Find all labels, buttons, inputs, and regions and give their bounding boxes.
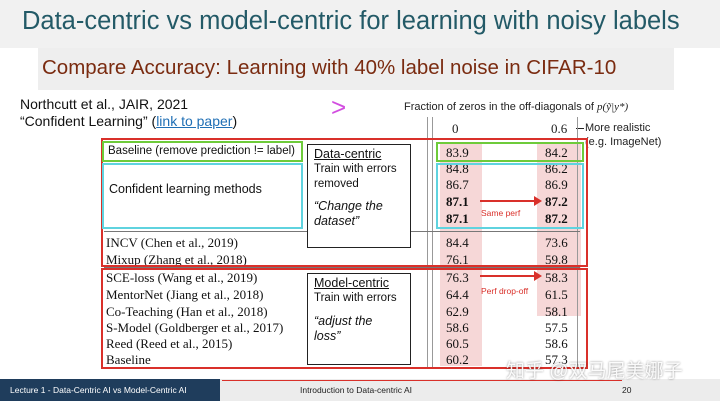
cell-r8-c1: 61.5 (545, 287, 568, 302)
citation-suffix: ) (232, 113, 238, 129)
row-label-sce: SCE-loss (Wang et al., 2019) (106, 270, 258, 285)
cell-r7-c0: 76.3 (446, 270, 469, 285)
row-label-baseline: Baseline (106, 352, 151, 367)
cell-r10-c1: 57.5 (545, 320, 568, 335)
model-centric-title: Model-centric (314, 276, 390, 290)
cell-r10-c0: 58.6 (446, 320, 469, 335)
col1-highlight (537, 142, 581, 316)
table-divider-left2 (432, 117, 433, 368)
baseline-label-box (102, 141, 303, 162)
cell-r11-c0: 60.5 (446, 336, 469, 351)
data-centric-line2: removed (314, 178, 359, 190)
cell-r4-c1: 87.2 (545, 211, 568, 226)
more-realistic-line1: More realistic (585, 122, 651, 134)
citation-prefix: “Confident Learning” ( (20, 113, 157, 129)
baseline-values-box (436, 142, 584, 162)
axis-caption-text: Fraction of zeros in the off-diagonals o… (404, 101, 594, 113)
cell-r7-c1: 58.3 (545, 270, 568, 285)
model-centric-line1: Train with errors (314, 292, 397, 304)
paper-link[interactable]: link to paper (156, 113, 233, 129)
baseline-label: Baseline (remove prediction != label) (108, 145, 295, 157)
footer-lecture: Lecture 1 - Data-Centric AI vs Model-Cen… (0, 379, 220, 401)
cell-r6-c1: 59.8 (545, 252, 568, 267)
data-centric-quote1: “Change the (314, 199, 383, 213)
model-centric-quote1: “adjust the (314, 314, 373, 328)
greater-than-symbol: > (331, 92, 347, 122)
cell-r9-c0: 62.9 (446, 304, 469, 319)
page-number: 20 (622, 385, 632, 395)
cell-r12-c0: 60.2 (446, 352, 469, 367)
confident-values-box (436, 163, 584, 229)
perf-dropoff-arrow (480, 271, 542, 281)
data-centric-quote2: dataset” (314, 214, 360, 228)
cell-r5-c1: 73.6 (545, 235, 568, 250)
same-perf-arrow (480, 196, 542, 206)
cell-r8-c0: 64.4 (446, 287, 469, 302)
same-perf-note: Same perf (481, 208, 521, 218)
row-label-coteaching: Co-Teaching (Han et al., 2018) (106, 304, 268, 319)
col0-highlight (440, 142, 482, 366)
subtitle-bar (38, 48, 674, 90)
slide-title: Data-centric vs model-centric for learni… (22, 7, 680, 35)
cell-r0-c0: 83.9 (446, 145, 469, 160)
col-tick (576, 128, 584, 129)
axis-caption: Fraction of zeros in the off-diagonals o… (404, 101, 628, 113)
citation-line1: Northcutt et al., JAIR, 2021 (20, 96, 189, 112)
citation-line2: “Confident Learning” (link to paper) (20, 113, 237, 129)
more-realistic-line2: (e.g. ImageNet) (585, 136, 662, 148)
slide-subtitle: Compare Accuracy: Learning with 40% labe… (42, 56, 617, 79)
table-divider-right (577, 117, 578, 368)
data-centric-callout: Data-centric Train with errors removed “… (307, 144, 411, 248)
cell-r3-c0: 87.1 (446, 194, 469, 209)
perf-dropoff-note: Perf drop-off (481, 286, 529, 296)
title-bar (0, 0, 720, 48)
cell-r11-c1: 58.6 (545, 336, 568, 351)
cell-r5-c0: 84.4 (446, 235, 469, 250)
cell-r2-c1: 86.9 (545, 177, 568, 192)
more-realistic-note: More realistic (e.g. ImageNet) (585, 121, 661, 149)
model-centric-region-box (101, 268, 588, 369)
col-header-1: 0.6 (551, 121, 568, 136)
row-label-mixup: Mixup (Zhang et al., 2018) (106, 252, 247, 267)
cell-r4-c0: 87.1 (446, 211, 469, 226)
row-label-smodel: S-Model (Goldberger et al., 2017) (106, 320, 284, 335)
row-label-mentornet: MentorNet (Jiang et al., 2018) (106, 287, 264, 302)
footer-course: Introduction to Data-centric AI (300, 385, 412, 395)
row-label-reed: Reed (Reed et al., 2015) (106, 336, 233, 351)
footer-accent-line (222, 380, 622, 381)
col-header-0: 0 (452, 121, 459, 136)
cell-r6-c0: 76.1 (446, 252, 469, 267)
model-centric-quote2: loss” (314, 329, 341, 343)
model-centric-callout: Model-centric Train with errors “adjust … (307, 273, 411, 365)
cell-r0-c1: 84.2 (545, 145, 568, 160)
row-label-incv: INCV (Chen et al., 2019) (106, 235, 238, 250)
table-divider-left (427, 117, 428, 368)
cell-r12-c1: 57.3 (545, 352, 568, 367)
cell-r9-c1: 58.1 (545, 304, 568, 319)
axis-formula: p(ỹ|y*) (597, 101, 629, 113)
confident-learning-label: Confident learning methods (109, 182, 262, 196)
cell-r2-c0: 86.7 (446, 177, 469, 192)
cell-r3-c1: 87.2 (545, 194, 568, 209)
confident-learning-box (102, 163, 303, 229)
watermark: 知乎 @双马尾美娜子 (506, 361, 683, 382)
data-centric-line1: Train with errors (314, 163, 397, 175)
table-rule-2 (104, 267, 580, 268)
data-centric-title: Data-centric (314, 147, 382, 161)
